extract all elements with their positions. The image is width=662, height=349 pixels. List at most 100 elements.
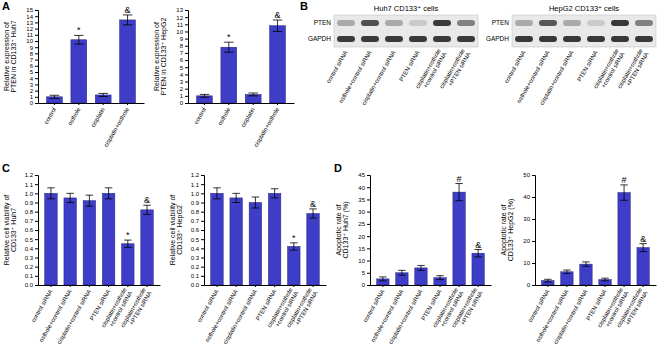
x-axis: control siRNAosthole+control siRNAcispla… [527, 285, 656, 345]
x-tick-mark [50, 285, 51, 287]
y-tick-label: 0.7 [191, 218, 200, 224]
error-bar-cap [639, 251, 646, 252]
text-line: osthole [67, 106, 82, 126]
y-tick-label: 50 [523, 172, 530, 178]
y-tick-label: 0 [527, 282, 531, 288]
error-bar-cap [47, 187, 54, 188]
error-bar-stem [204, 94, 205, 97]
y-tick-mark [201, 203, 204, 204]
y-tick: 13 [176, 7, 188, 13]
bar [472, 253, 484, 285]
y-tick-mark [201, 212, 204, 213]
figure: *&0123456789101112131415controlostholeci… [0, 0, 662, 349]
y-tick: 10 [523, 260, 535, 266]
x-tick-mark [70, 285, 71, 287]
bar [288, 247, 300, 286]
text-line: cisplatin [90, 107, 106, 129]
text-line: osthole [217, 106, 232, 126]
y-tick-label: 0.5 [25, 237, 34, 243]
x-tick: cisplatin+osthole+PTEN siRNA [119, 285, 153, 332]
x-tick-mark [643, 285, 644, 287]
y-tick: 3 [30, 82, 38, 88]
blot-band [635, 20, 653, 26]
y-tick-mark [35, 53, 38, 54]
y-tick-label: 13 [26, 20, 33, 26]
y-tick: 8 [180, 43, 188, 49]
x-tick-mark [478, 285, 479, 287]
y-tick-label: 0.2 [191, 264, 200, 270]
x-tick-mark [228, 103, 229, 105]
blot-band [361, 36, 379, 42]
y-tick-mark [35, 239, 38, 240]
y-tick-mark [35, 78, 38, 79]
blot-lane-label: cisplatin+control siRNA [361, 50, 397, 107]
y-tick-label: 1.1 [25, 182, 34, 188]
annotation: * [126, 230, 130, 240]
x-tick-mark [274, 285, 275, 287]
y-tick: 0.5 [25, 237, 38, 243]
error-bar-stem [253, 93, 254, 96]
y-tick-mark [185, 60, 188, 61]
text-line: cisplatin+control siRNA [56, 289, 92, 346]
error-bar [248, 93, 258, 96]
y-tick: 35 [358, 197, 370, 203]
x-axis: control siRNAosthole+control siRNAcispla… [362, 285, 491, 345]
y-tick: 0 [30, 100, 38, 106]
x-tick: cisplatin+osthole+PTEN siRNA [451, 285, 485, 332]
x-axis-line [39, 103, 145, 104]
y-axis-title: Apoptotic rate ofCD133⁺ HepG2 (%) [500, 199, 516, 261]
x-tick: osthole+control siRNA [370, 285, 405, 343]
y-tick-mark [185, 46, 188, 47]
blot-membrane [512, 15, 656, 47]
error-bar-cap [417, 265, 424, 266]
y-tick-label: 12 [176, 15, 183, 21]
y-tick: 0.0 [191, 282, 204, 288]
y-tick-label: 1 [30, 94, 34, 100]
x-tick-mark [127, 285, 128, 287]
x-tick-mark [382, 285, 383, 287]
y-tick: 0.2 [191, 264, 204, 270]
y-tick-mark [201, 267, 204, 268]
y-tick: 0.4 [25, 246, 38, 252]
y-tick-label: 5 [180, 65, 184, 71]
x-axis-line [371, 285, 492, 286]
annotation: & [275, 10, 281, 20]
y-tick-mark [35, 230, 38, 231]
bar [453, 192, 465, 285]
error-bar [417, 265, 424, 270]
x-tick: control [193, 103, 207, 125]
error-bar [290, 243, 297, 250]
y-tick-mark [35, 258, 38, 259]
error-bar-stem [103, 93, 104, 96]
error-bar-stem [216, 188, 217, 199]
y-tick-label: 0.3 [191, 255, 200, 261]
error-bar-cap [123, 24, 133, 25]
y-tick: 14 [26, 14, 38, 20]
error-bar [639, 244, 646, 252]
error-bar-cap [290, 250, 297, 251]
y-tick-mark [367, 199, 370, 200]
error-bar-cap [66, 193, 73, 194]
bar [249, 203, 261, 286]
y-tick-label: 8 [180, 43, 184, 49]
y-tick: 0.3 [191, 255, 204, 261]
x-tick-label: cisplatin+control siRNA [388, 289, 424, 346]
blot-lane-label: control siRNA [503, 50, 527, 85]
y-tick-mark [35, 212, 38, 213]
x-tick-mark [108, 285, 109, 287]
x-tick: cisplatin [240, 103, 256, 128]
error-bar-stem [127, 15, 128, 25]
y-tick-label: 0.8 [25, 209, 34, 215]
x-tick-mark [293, 285, 294, 287]
y-tick-mark [367, 273, 370, 274]
y-axis: 0.00.10.20.30.40.50.60.70.80.91.01.11.2 [191, 172, 205, 288]
y-tick: 5 [30, 69, 38, 75]
text-line: CD133⁺ Huh7 [10, 208, 17, 252]
x-tick-mark [78, 103, 79, 105]
text-line: cisplatin+control siRNA [553, 289, 589, 346]
annotation: * [77, 25, 81, 35]
y-tick-mark [201, 230, 204, 231]
y-tick-mark [532, 241, 535, 242]
y-tick: 13 [26, 20, 38, 26]
bar [122, 244, 134, 285]
